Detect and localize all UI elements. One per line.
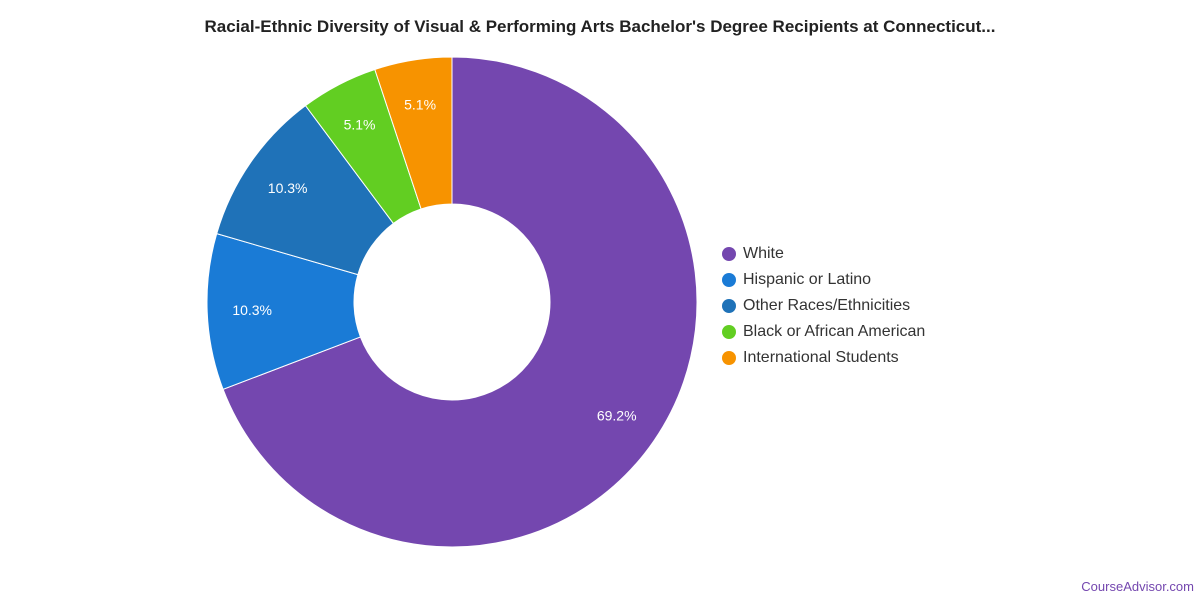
legend-item[interactable]: International Students xyxy=(722,345,925,371)
legend-swatch-icon xyxy=(722,325,736,339)
legend-item[interactable]: White xyxy=(722,241,925,267)
slice-white xyxy=(222,56,698,548)
data-label: 5.1% xyxy=(404,97,436,113)
legend-item[interactable]: Other Races/Ethnicities xyxy=(722,293,925,319)
legend-swatch-icon xyxy=(722,299,736,313)
data-label: 5.1% xyxy=(344,117,376,133)
credit-link[interactable]: CourseAdvisor.com xyxy=(1081,579,1194,594)
slice-other-races-ethnicities xyxy=(216,104,395,276)
data-label: 10.3% xyxy=(232,302,272,318)
legend-label: White xyxy=(743,245,784,262)
slice-hispanic-or-latino xyxy=(206,233,362,390)
legend-label: International Students xyxy=(743,349,899,366)
legend-swatch-icon xyxy=(722,273,736,287)
legend-item[interactable]: Hispanic or Latino xyxy=(722,267,925,293)
slice-international-students xyxy=(374,56,453,210)
legend-swatch-icon xyxy=(722,247,736,261)
data-label: 69.2% xyxy=(597,407,637,423)
legend-item[interactable]: Black or African American xyxy=(722,319,925,345)
legend: White Hispanic or Latino Other Races/Ethni… xyxy=(722,241,925,371)
legend-label: Black or African American xyxy=(743,323,926,340)
legend-swatch-icon xyxy=(722,351,736,365)
chart-title: Racial-Ethnic Diversity of Visual & Perf… xyxy=(204,17,996,36)
data-label: 10.3% xyxy=(268,180,308,196)
legend-label: Other Races/Ethnicities xyxy=(743,297,911,314)
legend-label: Hispanic or Latino xyxy=(743,271,872,288)
